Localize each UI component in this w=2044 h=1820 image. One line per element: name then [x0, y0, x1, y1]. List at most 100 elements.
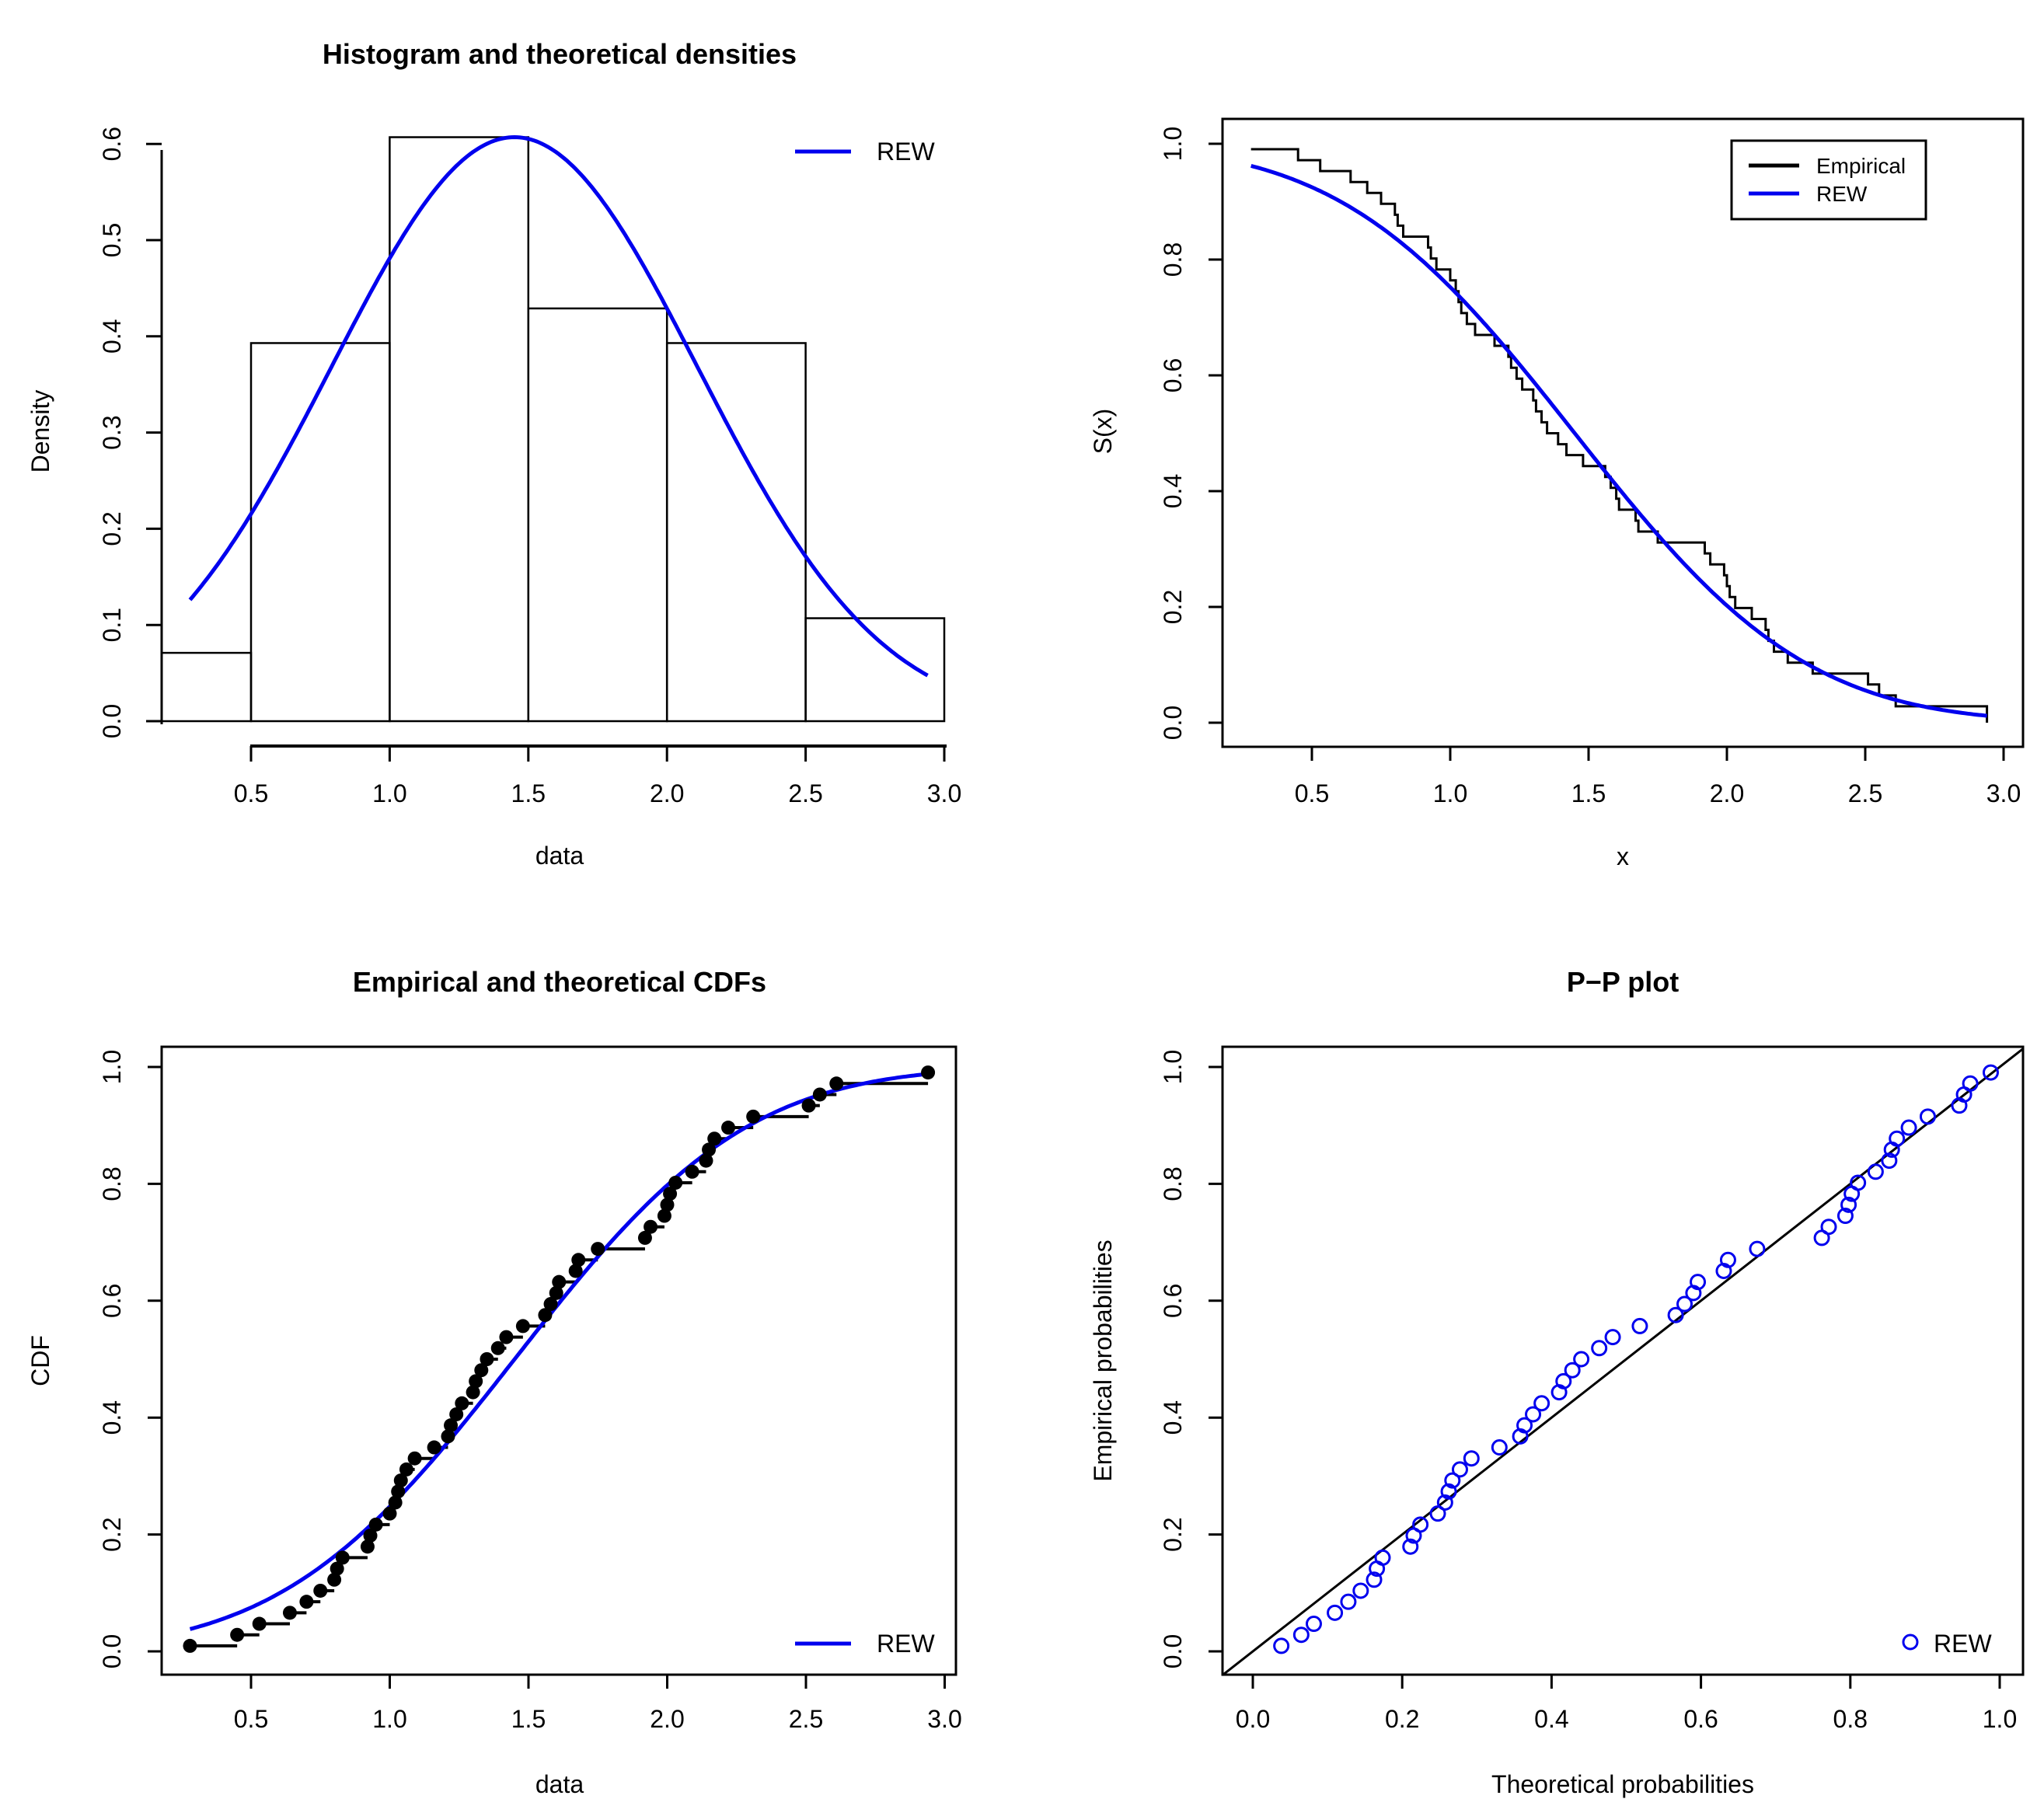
y-tick-label: 0.2: [1159, 1517, 1187, 1551]
cdf-point: [707, 1131, 722, 1146]
hist-bar: [160, 651, 253, 723]
pp-point: [1525, 1406, 1542, 1423]
x-tick-label: 2.0: [650, 779, 684, 807]
cdf-point: [466, 1385, 480, 1400]
y-tick-label: 0.4: [98, 319, 126, 354]
cdf-point: [441, 1429, 455, 1444]
x-tick-label: 1.5: [511, 779, 546, 807]
hist-bar: [527, 307, 668, 723]
pp-points: [1273, 1064, 1999, 1654]
pp-point: [1867, 1163, 1884, 1180]
histogram-panel: Histogram and theoretical densities 0.5 1…: [26, 38, 961, 870]
cdf-point: [829, 1076, 844, 1091]
cdf-point: [685, 1164, 699, 1179]
pp-ylabel: Empirical probabilities: [1089, 1239, 1117, 1481]
survival-xlabel: x: [1617, 842, 1629, 870]
x-tick-label: 3.0: [1986, 779, 2021, 807]
y-tick-label: 0.8: [98, 1166, 126, 1201]
cdf-point: [480, 1352, 494, 1366]
hist-ylabel: Density: [26, 390, 54, 473]
pp-point: [1631, 1317, 1648, 1334]
pp-point: [1352, 1582, 1369, 1599]
cdf-empirical-steps: [190, 1082, 929, 1647]
hist-xlabel: data: [535, 842, 584, 870]
survival-legend-box: [1730, 139, 1927, 221]
cdf-point: [391, 1484, 406, 1499]
y-tick-label: 0.2: [98, 511, 126, 546]
y-tick-label: 1.0: [98, 1050, 126, 1084]
survival-y-ticks: 0.0 0.2 0.4 0.6 0.8 1.0: [1159, 127, 1223, 740]
x-tick-label: 3.0: [927, 1705, 961, 1733]
y-tick-label: 0.4: [98, 1400, 126, 1435]
pp-point: [1374, 1549, 1391, 1566]
cdf-point: [282, 1606, 297, 1620]
hist-bar: [665, 342, 807, 723]
pp-point: [1366, 1571, 1383, 1588]
cdf-point: [407, 1451, 422, 1466]
cdf-point: [469, 1374, 483, 1389]
pp-point: [1676, 1295, 1693, 1313]
x-tick-label: 3.0: [927, 779, 961, 807]
pp-point: [1919, 1108, 1936, 1125]
pp-title: P−P plot: [1567, 966, 1679, 998]
cdf-panel: Empirical and theoretical CDFs 0.5 1.0 1.5…: [26, 966, 962, 1798]
cdf-frame: [160, 1045, 957, 1676]
pp-point: [1440, 1483, 1457, 1500]
cdf-point: [499, 1330, 514, 1344]
cdf-model-curve: [189, 1072, 929, 1631]
cdf-point: [591, 1242, 605, 1257]
hist-x-ticks: 0.5 1.0 1.5 2.0 2.5 3.0: [234, 746, 961, 807]
pp-point: [1591, 1340, 1608, 1357]
survival-ylabel: S(x): [1089, 409, 1117, 455]
x-tick-label: 0.2: [1385, 1705, 1419, 1733]
pp-point: [1982, 1064, 1999, 1081]
cdf-point: [382, 1506, 397, 1521]
survival-frame: [1221, 117, 2025, 748]
y-tick-label: 0.4: [1159, 1400, 1187, 1435]
cdf-point: [699, 1153, 713, 1168]
cdf-point: [449, 1407, 464, 1421]
x-tick-label: 0.5: [234, 779, 268, 807]
hist-bars: [160, 136, 946, 723]
hist-bar: [249, 342, 391, 723]
survival-empirical-step: [1250, 148, 1989, 723]
pp-point: [1962, 1075, 1979, 1092]
cdf-point: [393, 1473, 408, 1488]
survival-model-curve: [1250, 163, 1987, 718]
cdf-point: [327, 1572, 342, 1587]
pp-point: [1900, 1119, 1917, 1136]
survival-legend-empirical: Empirical: [1816, 154, 1906, 178]
hist-y-ticks: 0.0 0.1 0.2 0.3 0.4 0.5 0.6: [98, 127, 162, 738]
hist-legend-label: REW: [877, 138, 935, 166]
x-tick-label: 2.5: [788, 779, 822, 807]
y-tick-label: 0.4: [1159, 474, 1187, 508]
hist-legend: REW: [795, 138, 935, 166]
x-tick-label: 0.0: [1236, 1705, 1270, 1733]
y-tick-label: 1.0: [1159, 127, 1187, 161]
pp-legend: REW: [1902, 1630, 1992, 1658]
cdf-point: [299, 1595, 314, 1609]
y-tick-label: 0.8: [1159, 242, 1187, 277]
hist-bar: [804, 617, 946, 723]
pp-point: [1533, 1395, 1550, 1412]
pp-point: [1412, 1516, 1429, 1533]
x-tick-label: 0.6: [1683, 1705, 1718, 1733]
pp-legend-marker: [1902, 1633, 1919, 1651]
pp-frame: [1221, 1045, 2025, 1676]
cdf-point: [252, 1616, 267, 1631]
x-tick-label: 1.5: [511, 1705, 546, 1733]
pp-point: [1402, 1538, 1419, 1555]
cdf-point: [399, 1462, 413, 1477]
survival-panel: 0.5 1.0 1.5 2.0 2.5 3.0 0.00.20.40.60.81.0 x …: [1089, 117, 2025, 870]
pp-xlabel: Theoretical probabilities: [1491, 1770, 1754, 1798]
pp-point: [1604, 1329, 1621, 1346]
cdf-point: [663, 1187, 678, 1201]
y-tick-label: 0.6: [98, 127, 126, 161]
cdf-ylabel: CDF: [26, 1335, 54, 1386]
x-tick-label: 1.0: [1433, 779, 1467, 807]
cdf-point: [746, 1109, 761, 1124]
cdf-point: [474, 1363, 489, 1378]
pp-point: [1840, 1196, 1857, 1213]
x-tick-label: 0.8: [1833, 1705, 1868, 1733]
pp-point: [1667, 1306, 1684, 1323]
